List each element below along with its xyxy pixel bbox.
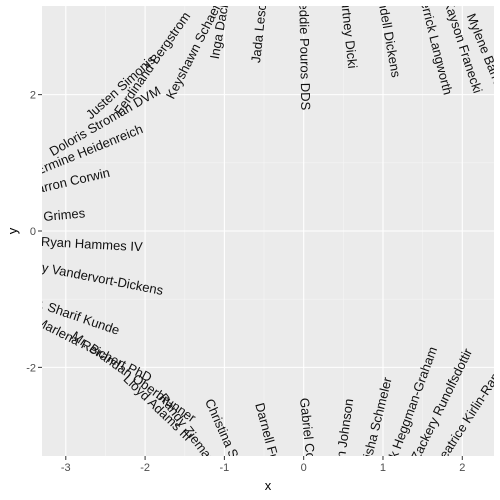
y-axis: -2 0 2 — [26, 90, 42, 374]
x-tick-label: -1 — [219, 462, 229, 474]
y-tick-label: 0 — [30, 226, 36, 238]
x-tick-label: 2 — [459, 462, 465, 474]
x-axis: -3 -2 -1 0 1 2 — [61, 456, 465, 474]
y-tick-label: -2 — [26, 362, 36, 374]
data-label: Freddie Pouros DDS — [296, 0, 313, 111]
y-tick-label: 2 — [30, 90, 36, 102]
x-tick-label: 1 — [380, 462, 386, 474]
data-label: Dr. Ryan Hammes IV — [20, 233, 143, 254]
grid-major — [42, 6, 494, 456]
x-tick-label: 0 — [301, 462, 307, 474]
x-axis-title: x — [265, 478, 272, 493]
data-label: Jada Lesch — [248, 0, 270, 64]
x-tick-label: -2 — [140, 462, 150, 474]
x-tick-label: -3 — [61, 462, 71, 474]
y-axis-title: y — [5, 227, 20, 234]
